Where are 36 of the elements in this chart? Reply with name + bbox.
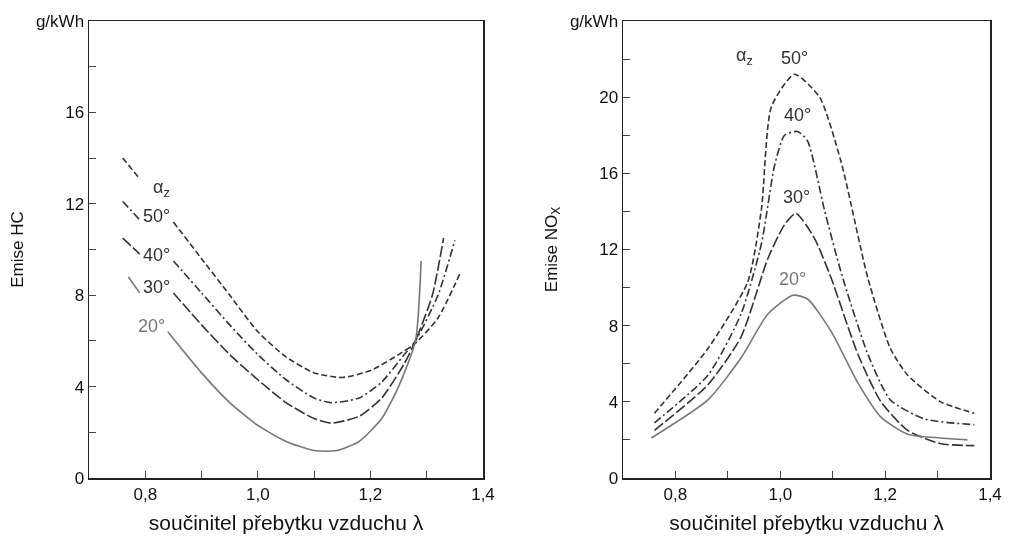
y-tick-label: 16 bbox=[65, 103, 85, 123]
y-tick-label: 4 bbox=[608, 392, 619, 412]
y-tick-label: 8 bbox=[74, 286, 85, 306]
y-tick-label: 16 bbox=[599, 164, 619, 184]
x-axis-title: součinitel přebytku vzduchu λ bbox=[148, 510, 424, 534]
x-tick-label: 0,8 bbox=[133, 484, 158, 504]
y-tick-label: 12 bbox=[599, 240, 619, 260]
x-tick-label: 0,8 bbox=[663, 484, 688, 504]
legend-title: α$_{z}$ bbox=[153, 177, 170, 200]
legend-title: α$_{z}$ bbox=[736, 45, 753, 68]
x-tick-label: 1,0 bbox=[246, 484, 270, 504]
series-label: 40° bbox=[784, 105, 812, 125]
series-label: 30° bbox=[143, 277, 171, 297]
series-label: 20° bbox=[779, 269, 807, 289]
y-tick-label: g/kWh bbox=[569, 11, 619, 31]
x-tick-label: 1,4 bbox=[471, 484, 495, 504]
series-label: 50° bbox=[143, 206, 171, 226]
series-label: 20° bbox=[138, 316, 166, 336]
x-tick-label: 1,0 bbox=[768, 484, 793, 504]
x-tick-label: 1,2 bbox=[873, 484, 897, 504]
y-axis-title: Emise HC bbox=[7, 211, 27, 288]
x-tick-label: 1,2 bbox=[358, 484, 383, 504]
series-label: 30° bbox=[783, 187, 811, 207]
y-tick-label: 8 bbox=[608, 316, 619, 336]
line-series bbox=[650, 294, 969, 441]
x-axis-title: součinitel přebytku vzduchu λ bbox=[669, 510, 945, 534]
y-tick-label: g/kWh bbox=[35, 11, 85, 31]
series-label: 50° bbox=[781, 48, 809, 68]
series-label: 40° bbox=[143, 245, 171, 265]
y-tick-label: 0 bbox=[608, 468, 619, 488]
y-tick-label: 0 bbox=[74, 468, 85, 488]
y-tick-label: 4 bbox=[74, 377, 85, 397]
y-tick-label: 20 bbox=[599, 88, 619, 108]
line-series bbox=[653, 212, 976, 447]
y-tick-label: 12 bbox=[65, 194, 85, 214]
x-tick-label: 1,4 bbox=[978, 484, 1002, 504]
